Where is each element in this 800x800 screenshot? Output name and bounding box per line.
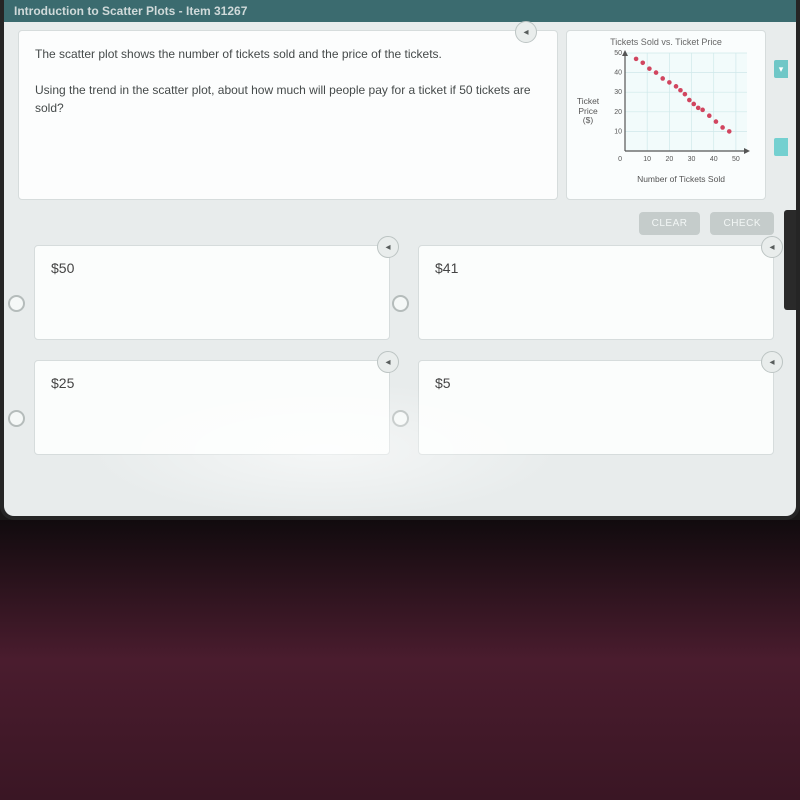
svg-text:40: 40 — [710, 156, 718, 163]
side-tab-2[interactable] — [774, 138, 788, 156]
svg-text:10: 10 — [643, 156, 651, 163]
answer-grid: ◂ $50 ◂ $41 ◂ $25 ◂ $5 — [4, 237, 796, 455]
svg-text:20: 20 — [665, 156, 673, 163]
clear-button[interactable]: CLEAR — [639, 212, 701, 235]
chart-x-axis-label: Number of Tickets Sold — [603, 174, 759, 184]
question-panel: ◂ The scatter plot shows the number of t… — [18, 30, 558, 200]
scatter-plot: 10 20 30 40 50 10 20 30 40 50 0 — [603, 49, 753, 169]
svg-text:50: 50 — [614, 50, 622, 57]
svg-text:40: 40 — [614, 70, 622, 77]
svg-text:30: 30 — [614, 89, 622, 96]
radio-icon[interactable] — [8, 295, 25, 312]
svg-text:30: 30 — [688, 156, 696, 163]
chart-y-axis-label: Ticket Price ($) — [573, 49, 603, 174]
side-handle[interactable] — [784, 210, 796, 310]
svg-text:10: 10 — [614, 128, 622, 135]
action-row: CLEAR CHECK — [4, 200, 796, 237]
answer-option[interactable]: ◂ $41 — [418, 245, 774, 340]
scatter-chart-panel: Tickets Sold vs. Ticket Price Ticket Pri… — [566, 30, 766, 200]
question-text-1: The scatter plot shows the number of tic… — [35, 45, 541, 63]
svg-text:0: 0 — [618, 156, 622, 163]
speaker-icon[interactable]: ◂ — [761, 351, 783, 373]
answer-option[interactable]: ◂ $25 — [34, 360, 390, 455]
radio-icon[interactable] — [392, 295, 409, 312]
answer-label: $25 — [51, 375, 74, 391]
content-row: ◂ The scatter plot shows the number of t… — [4, 22, 796, 200]
question-text-2: Using the trend in the scatter plot, abo… — [35, 81, 541, 117]
radio-icon[interactable] — [8, 410, 25, 427]
speaker-icon[interactable]: ◂ — [761, 236, 783, 258]
svg-text:50: 50 — [732, 156, 740, 163]
speaker-icon[interactable]: ◂ — [377, 351, 399, 373]
svg-text:20: 20 — [614, 109, 622, 116]
speaker-icon[interactable]: ◂ — [515, 21, 537, 43]
chart-title: Tickets Sold vs. Ticket Price — [573, 37, 759, 47]
answer-label: $5 — [435, 375, 451, 391]
page-title: Introduction to Scatter Plots - Item 312… — [14, 4, 247, 18]
answer-label: $50 — [51, 260, 74, 276]
photo-foreground — [0, 520, 800, 800]
answer-option[interactable]: ◂ $5 — [418, 360, 774, 455]
page-title-bar: Introduction to Scatter Plots - Item 312… — [4, 0, 796, 22]
speaker-icon[interactable]: ◂ — [377, 236, 399, 258]
check-button[interactable]: CHECK — [710, 212, 774, 235]
side-tab-1[interactable]: ▾ — [774, 60, 788, 78]
side-tabs: ▾ — [774, 30, 788, 200]
radio-icon[interactable] — [392, 410, 409, 427]
quiz-screen: Introduction to Scatter Plots - Item 312… — [0, 0, 800, 520]
answer-label: $41 — [435, 260, 458, 276]
answer-option[interactable]: ◂ $50 — [34, 245, 390, 340]
